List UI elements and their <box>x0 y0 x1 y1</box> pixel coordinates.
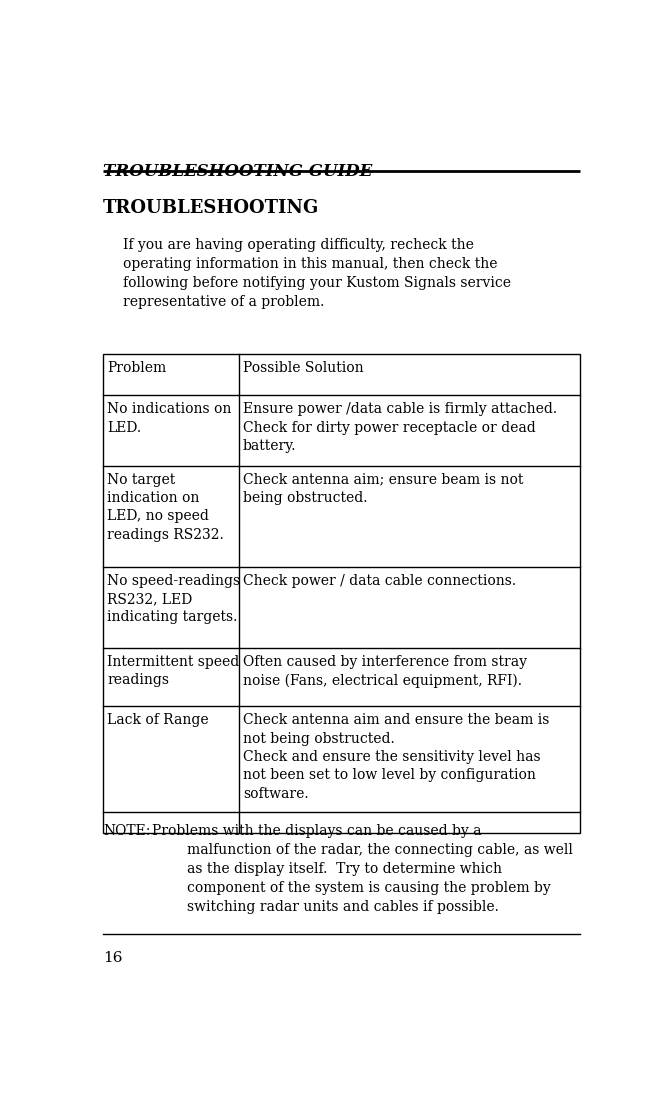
Text: TROUBLESHOOTING GUIDE: TROUBLESHOOTING GUIDE <box>103 163 372 180</box>
Text: No target
indication on
LED, no speed
readings RS232.: No target indication on LED, no speed re… <box>107 473 224 542</box>
Text: If you are having operating difficulty, recheck the
operating information in thi: If you are having operating difficulty, … <box>122 238 510 309</box>
Text: Often caused by interference from stray
noise (Fans, electrical equipment, RFI).: Often caused by interference from stray … <box>243 655 527 688</box>
Text: Problem: Problem <box>107 361 167 375</box>
Text: Lack of Range: Lack of Range <box>107 713 209 727</box>
Text: TROUBLESHOOTING: TROUBLESHOOTING <box>103 199 319 217</box>
Text: Check power / data cable connections.: Check power / data cable connections. <box>243 574 516 587</box>
Text: No speed-readings
RS232, LED
indicating targets.: No speed-readings RS232, LED indicating … <box>107 574 241 624</box>
Text: Problems with the displays can be caused by a
        malfunction of the radar, : Problems with the displays can be caused… <box>152 824 572 914</box>
Text: No indications on
LED.: No indications on LED. <box>107 403 231 435</box>
Text: Check antenna aim; ensure beam is not
being obstructed.: Check antenna aim; ensure beam is not be… <box>243 473 524 505</box>
Text: 16: 16 <box>103 951 123 965</box>
Text: Intermittent speed
readings: Intermittent speed readings <box>107 655 239 687</box>
Bar <box>103 355 580 833</box>
Text: Possible Solution: Possible Solution <box>243 361 364 375</box>
Text: Ensure power /data cable is firmly attached.
Check for dirty power receptacle or: Ensure power /data cable is firmly attac… <box>243 403 557 453</box>
Text: Check antenna aim and ensure the beam is
not being obstructed.
Check and ensure : Check antenna aim and ensure the beam is… <box>243 713 549 801</box>
Text: NOTE:: NOTE: <box>103 824 151 838</box>
